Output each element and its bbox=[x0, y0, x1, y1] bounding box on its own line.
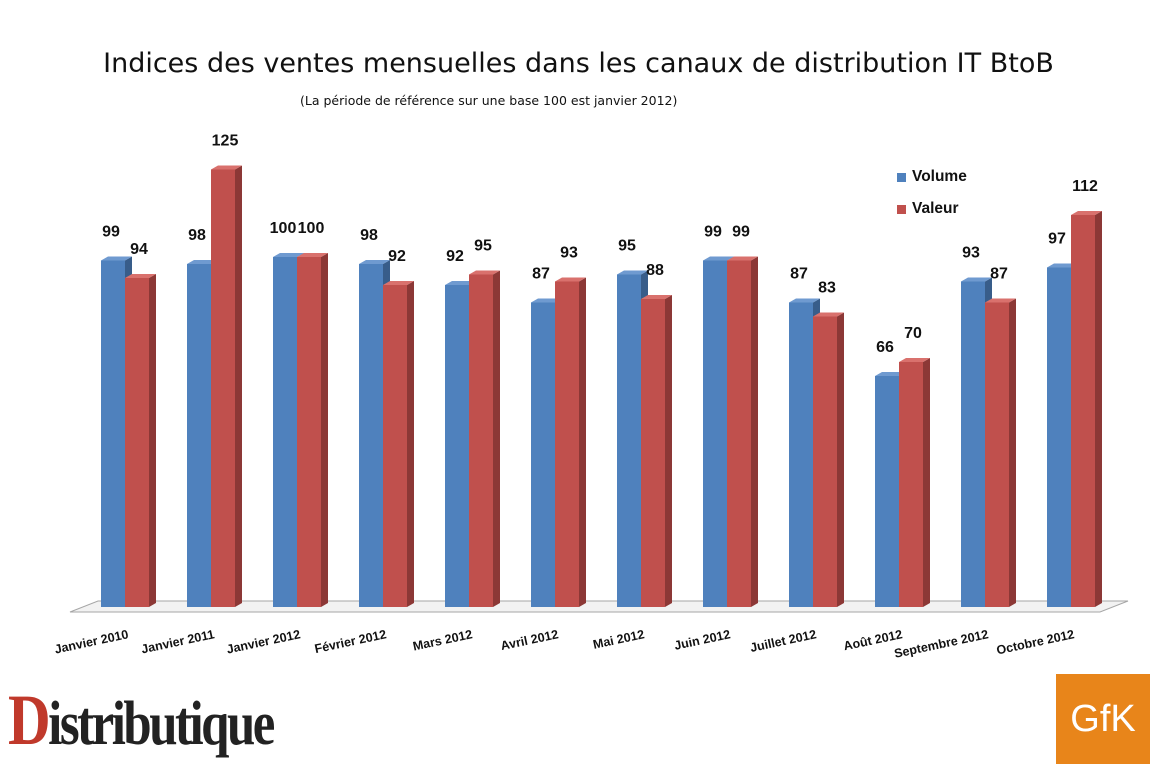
legend-label-volume: Volume bbox=[912, 168, 967, 185]
chart-floor bbox=[69, 600, 1129, 613]
logo-rest: istributique bbox=[48, 690, 275, 758]
value-label-volume-6: 87 bbox=[532, 266, 550, 283]
value-label-volume-10: 66 bbox=[876, 339, 894, 356]
bar-valeur-11 bbox=[985, 298, 1016, 607]
value-label-volume-7: 95 bbox=[618, 238, 636, 255]
gfk-logo: GfK bbox=[1056, 674, 1150, 764]
value-label-valeur-5: 95 bbox=[474, 238, 492, 255]
category-label-4: Février 2012 bbox=[313, 627, 387, 656]
value-label-volume-1: 99 bbox=[102, 224, 120, 241]
category-label-6: Avril 2012 bbox=[499, 627, 559, 653]
chart-title: Indices des ventes mensuelles dans les c… bbox=[103, 48, 1054, 79]
legend-swatch-valeur bbox=[897, 204, 906, 214]
value-label-volume-9: 87 bbox=[790, 266, 808, 283]
value-label-volume-12: 97 bbox=[1048, 231, 1066, 248]
category-label-8: Juin 2012 bbox=[673, 627, 732, 653]
legend-label-valeur: Valeur bbox=[912, 200, 959, 217]
bar-valeur-12 bbox=[1071, 211, 1102, 607]
bar-valeur-4 bbox=[383, 281, 414, 607]
floor-plane bbox=[69, 600, 1129, 613]
category-label-3: Janvier 2012 bbox=[225, 627, 301, 656]
category-label-9: Juillet 2012 bbox=[749, 627, 818, 655]
logo-initial: D bbox=[8, 680, 51, 760]
value-label-volume-4: 98 bbox=[360, 227, 378, 244]
bar-valeur-7 bbox=[641, 295, 672, 607]
value-label-valeur-6: 93 bbox=[560, 245, 578, 262]
chart-subtitle: (La période de référence sur une base 10… bbox=[300, 93, 678, 108]
bar-valeur-8 bbox=[727, 256, 758, 607]
value-label-valeur-12: 112 bbox=[1072, 178, 1098, 195]
bar-valeur-1 bbox=[125, 274, 156, 607]
bar-valeur-5 bbox=[469, 270, 500, 607]
category-label-7: Mai 2012 bbox=[592, 627, 646, 652]
value-label-valeur-9: 83 bbox=[818, 280, 836, 297]
distributique-logo: Distributique bbox=[8, 684, 275, 758]
data-labels: 99 94 98 125 100 100 98 92 92 95 87 93 95 88 99 99 87 83 6… bbox=[102, 133, 1098, 357]
bar-valeur-10 bbox=[899, 358, 930, 607]
legend-swatch-volume bbox=[897, 172, 906, 182]
bar-valeur-6 bbox=[555, 277, 586, 607]
value-label-volume-3: 100 bbox=[270, 220, 297, 237]
value-label-valeur-3: 100 bbox=[298, 220, 325, 237]
legend-item-valeur: Valeur bbox=[897, 193, 967, 225]
value-label-valeur-7: 88 bbox=[646, 262, 664, 279]
bar-group bbox=[101, 165, 1102, 607]
category-label-11: Septembre 2012 bbox=[893, 627, 990, 661]
category-label-5: Mars 2012 bbox=[412, 627, 474, 653]
value-label-valeur-11: 87 bbox=[990, 266, 1008, 283]
value-label-valeur-10: 70 bbox=[904, 325, 922, 342]
bar-valeur-9 bbox=[813, 312, 844, 607]
value-label-valeur-1: 94 bbox=[130, 241, 148, 258]
category-label-12: Octobre 2012 bbox=[995, 627, 1075, 657]
value-label-volume-8: 99 bbox=[704, 224, 722, 241]
legend: Volume Valeur bbox=[897, 161, 967, 225]
category-label-2: Janvier 2011 bbox=[140, 627, 216, 656]
value-label-volume-2: 98 bbox=[188, 227, 206, 244]
bar-valeur-3 bbox=[297, 253, 328, 607]
value-label-valeur-2: 125 bbox=[212, 133, 239, 150]
value-label-volume-5: 92 bbox=[446, 248, 464, 265]
category-label-1: Janvier 2010 bbox=[53, 627, 129, 656]
value-label-volume-11: 93 bbox=[962, 245, 980, 262]
value-label-valeur-4: 92 bbox=[388, 248, 406, 265]
bar-valeur-2 bbox=[211, 165, 242, 607]
category-labels: Janvier 2010 Janvier 2011 Janvier 2012 Févr… bbox=[53, 627, 1075, 661]
value-label-valeur-8: 99 bbox=[732, 224, 750, 241]
legend-item-volume: Volume bbox=[897, 161, 967, 193]
